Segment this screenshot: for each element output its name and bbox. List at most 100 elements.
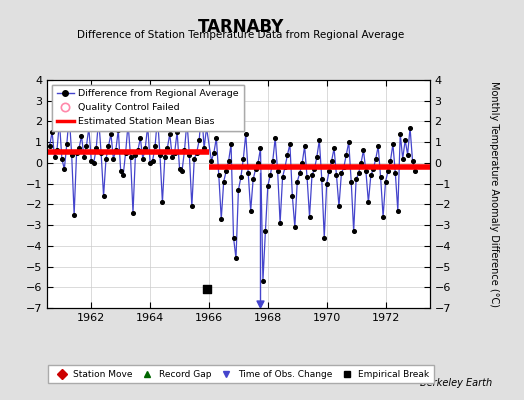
Point [308, 172, 316, 178]
Point [85, 124, 93, 131]
Point [144, 122, 152, 129]
Point [396, 131, 405, 137]
Point [374, 143, 383, 150]
Point [168, 154, 177, 160]
Y-axis label: Monthly Temperature Anomaly Difference (°C): Monthly Temperature Anomaly Difference (… [488, 81, 498, 307]
Point [80, 154, 88, 160]
Point [318, 176, 326, 183]
Point [119, 172, 127, 178]
Point [50, 154, 59, 160]
Point [97, 149, 105, 156]
Point [386, 158, 395, 164]
Point [178, 168, 186, 174]
Point [246, 207, 255, 214]
Point [401, 137, 409, 143]
Point [259, 278, 267, 284]
Point [141, 145, 149, 152]
Point [215, 172, 223, 178]
Point [325, 168, 333, 174]
Point [342, 152, 351, 158]
Point [124, 120, 132, 127]
Point [281, 164, 289, 170]
Point [202, 286, 211, 292]
Point [185, 152, 193, 158]
Point [296, 170, 304, 176]
Point [244, 170, 253, 176]
Point [55, 118, 63, 125]
Point [411, 168, 419, 174]
Point [104, 143, 113, 150]
Point [82, 143, 91, 150]
Point [266, 172, 275, 178]
Point [278, 174, 287, 181]
Point [126, 154, 135, 160]
Point [256, 145, 265, 152]
Point [369, 166, 377, 172]
Point [100, 193, 108, 199]
Point [146, 160, 155, 166]
Point [58, 156, 66, 162]
Point [283, 152, 292, 158]
Point [163, 145, 171, 152]
Point [122, 149, 130, 156]
Point [156, 152, 164, 158]
Text: Difference of Station Temperature Data from Regional Average: Difference of Station Temperature Data f… [78, 30, 405, 40]
Point [131, 152, 139, 158]
Point [345, 139, 353, 145]
Point [239, 156, 247, 162]
Point [109, 156, 117, 162]
Point [264, 182, 272, 189]
Point [254, 160, 262, 166]
Point [102, 156, 110, 162]
Point [75, 145, 83, 152]
Point [158, 199, 167, 206]
Point [300, 143, 309, 150]
Point [347, 178, 355, 185]
Point [337, 170, 346, 176]
Point [359, 147, 368, 154]
Point [68, 152, 76, 158]
Point [354, 170, 363, 176]
Point [303, 174, 311, 181]
Point [176, 166, 184, 172]
Point [313, 154, 321, 160]
Point [232, 255, 240, 262]
Point [166, 131, 174, 137]
Point [151, 143, 159, 150]
Point [70, 212, 78, 218]
Point [227, 141, 235, 148]
Point [94, 116, 103, 122]
Point [261, 228, 269, 234]
Point [148, 158, 157, 164]
Point [188, 203, 196, 210]
Point [298, 160, 307, 166]
Point [269, 158, 277, 164]
Point [399, 156, 407, 162]
Point [364, 199, 373, 206]
Point [192, 149, 201, 156]
Point [242, 131, 250, 137]
Point [315, 137, 323, 143]
Point [376, 174, 385, 181]
Point [87, 158, 95, 164]
Point [252, 166, 260, 172]
Point [330, 145, 339, 152]
Point [92, 145, 101, 152]
Point [406, 124, 414, 131]
Point [48, 129, 56, 135]
Point [352, 176, 361, 183]
Point [129, 210, 137, 216]
Point [357, 160, 365, 166]
Legend: Difference from Regional Average, Quality Control Failed, Estimated Station Mean: Difference from Regional Average, Qualit… [52, 85, 244, 131]
Point [60, 166, 69, 172]
Point [217, 216, 225, 222]
Point [271, 135, 279, 141]
Point [381, 178, 390, 185]
Point [53, 147, 61, 154]
Point [208, 158, 216, 164]
Point [46, 143, 54, 150]
Point [335, 203, 343, 210]
Point [62, 141, 71, 148]
Point [65, 112, 73, 118]
Point [190, 156, 199, 162]
